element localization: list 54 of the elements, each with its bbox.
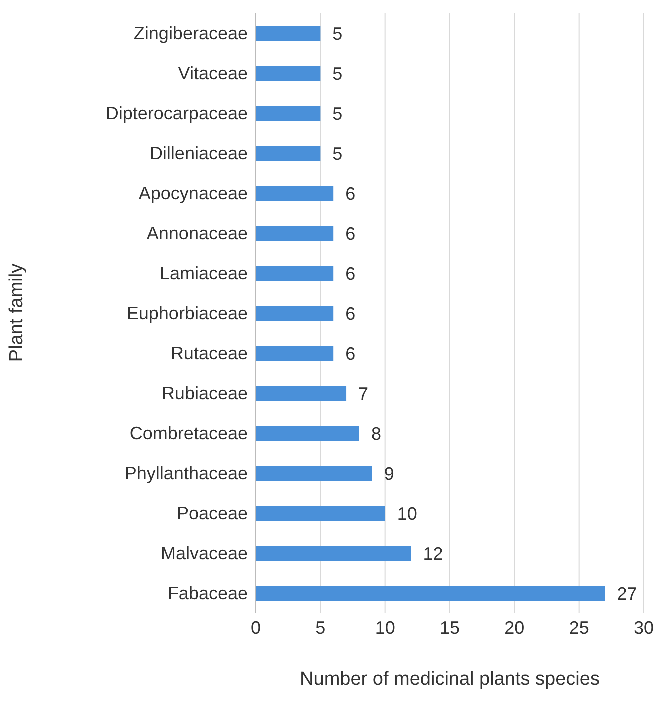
y-tick-label: Dilleniaceae <box>150 143 248 164</box>
data-label: 12 <box>423 544 444 564</box>
bar <box>256 26 321 41</box>
data-label: 9 <box>384 464 394 484</box>
bar <box>256 386 347 401</box>
bar <box>256 226 334 241</box>
bar <box>256 146 321 161</box>
x-tick-label: 30 <box>634 618 654 638</box>
data-label: 7 <box>358 384 369 404</box>
data-label: 6 <box>346 184 356 204</box>
bar <box>256 306 334 321</box>
x-tick-label: 20 <box>504 618 525 638</box>
y-tick-label: Poaceae <box>176 503 248 524</box>
y-tick-label: Phyllanthaceae <box>124 463 248 484</box>
bar <box>256 546 412 561</box>
y-tick-label: Combretaceae <box>130 423 248 444</box>
x-axis-title: Number of medicinal plants species <box>300 669 600 690</box>
data-label: 6 <box>346 344 356 364</box>
data-label: 6 <box>346 304 356 324</box>
bar <box>256 506 386 521</box>
bar <box>256 186 334 201</box>
bar <box>256 466 372 481</box>
bar <box>256 346 334 361</box>
bar <box>256 586 606 601</box>
y-tick-label: Rubiaceae <box>162 383 248 404</box>
data-label: 5 <box>332 104 343 124</box>
data-label: 27 <box>617 584 638 604</box>
y-axis-title: Plant family <box>6 263 28 362</box>
y-tick-label: Lamiaceae <box>160 263 248 284</box>
x-tick-label: 10 <box>375 618 396 638</box>
bar <box>256 266 334 281</box>
x-tick-label: 5 <box>316 618 326 638</box>
y-tick-label: Zingiberaceae <box>134 23 248 44</box>
y-tick-label: Apocynaceae <box>138 183 248 204</box>
y-tick-label: Rutaceae <box>170 343 248 364</box>
bar <box>256 426 360 441</box>
bar <box>256 66 321 81</box>
data-label: 10 <box>397 504 418 524</box>
data-label: 5 <box>332 144 343 164</box>
bar <box>256 106 321 121</box>
x-tick-label: 15 <box>440 618 460 638</box>
y-tick-label: Dipterocarpaceae <box>106 103 248 124</box>
data-label: 5 <box>332 64 343 84</box>
y-tick-label: Malvaceae <box>160 543 248 564</box>
x-tick-label: 0 <box>250 618 262 638</box>
x-tick-label: 25 <box>569 618 590 638</box>
data-label: 5 <box>332 24 343 44</box>
data-label: 6 <box>346 224 356 244</box>
y-tick-label: Euphorbiaceae <box>126 303 248 324</box>
y-tick-label: Vitaceae <box>178 63 248 84</box>
y-tick-label: Annonaceae <box>146 223 248 244</box>
data-label: 6 <box>346 264 356 284</box>
y-tick-label: Fabaceae <box>168 583 248 604</box>
data-label: 8 <box>371 424 382 444</box>
